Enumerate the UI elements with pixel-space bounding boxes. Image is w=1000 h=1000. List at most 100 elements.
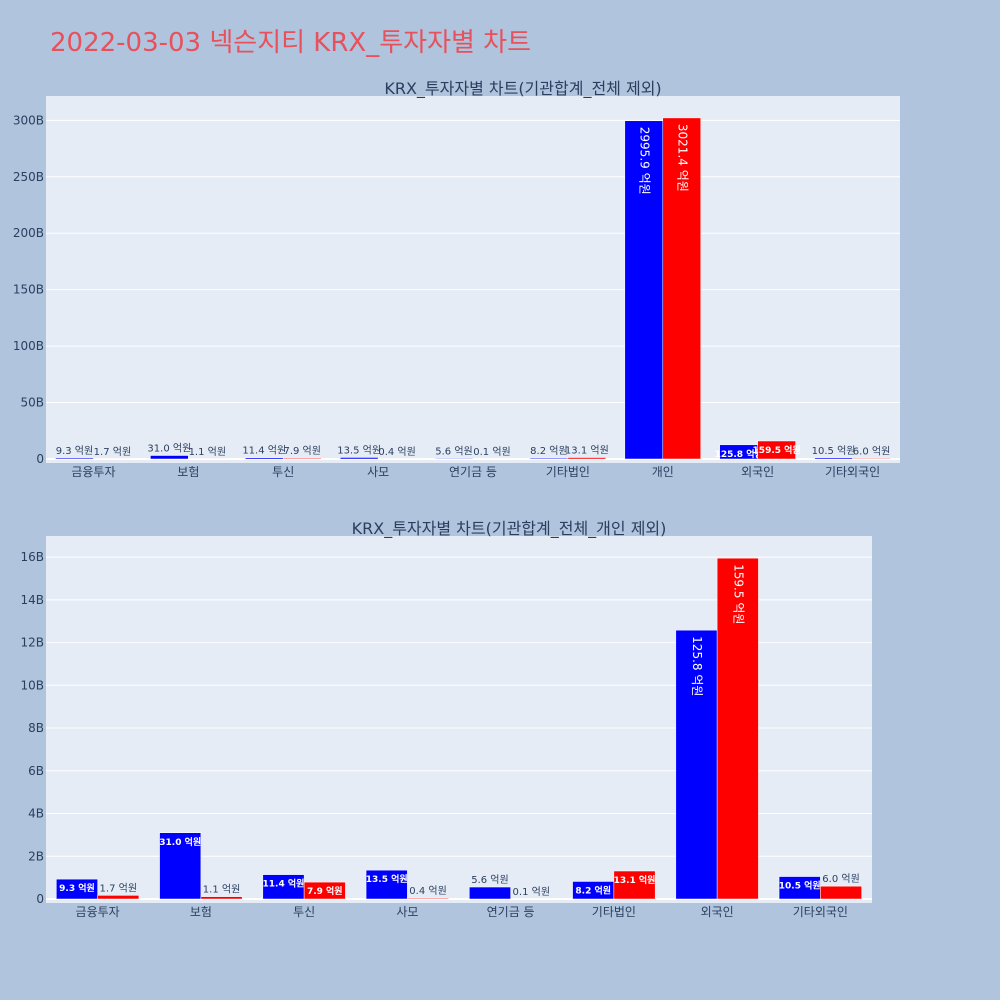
data-label: 5.6 억원: [471, 874, 508, 886]
data-label: 10.5 억원: [812, 445, 856, 457]
x-tick-label: 개인: [652, 465, 674, 479]
y-tick-label: 0: [36, 892, 44, 906]
bar: [159, 832, 202, 900]
data-label: 9.3 억원: [59, 882, 95, 894]
bar: [529, 457, 569, 460]
bar: [56, 878, 98, 900]
data-label: 0.4 억원: [409, 885, 446, 897]
bar: [245, 457, 284, 460]
x-tick-label: 투신: [272, 465, 294, 479]
data-label: 13.5 억원: [337, 444, 381, 456]
data-label: 1.7 억원: [94, 446, 131, 458]
x-tick-label: 기타외국인: [793, 905, 848, 919]
y-tick-label: 6B: [28, 764, 44, 778]
bar: [820, 885, 862, 900]
bar: [407, 897, 449, 900]
y-tick-label: 0: [36, 452, 44, 466]
data-label: 159.5 억원: [753, 444, 801, 456]
bar: [716, 557, 759, 900]
bar: [472, 458, 512, 460]
y-tick-label: 4B: [28, 807, 44, 821]
data-label: 6.0 억원: [853, 445, 890, 457]
bar: [93, 458, 132, 460]
bar: [200, 896, 243, 900]
data-label: 5.6 억원: [435, 445, 472, 457]
bar: [757, 440, 796, 460]
data-label: 3021.4 억원: [675, 124, 689, 192]
bar: [282, 457, 322, 460]
chart-title: KRX_투자자별 차트(기관합계_전체 제외): [384, 79, 661, 99]
y-tick-label: 8B: [28, 721, 44, 735]
bar: [365, 869, 408, 900]
x-tick-label: 금융투자: [76, 905, 120, 919]
bar: [469, 886, 511, 900]
chart-panel-1: 0 50B 100B 150B 200B 250B 300B KRX_투자자별 차트(기관합계…: [13, 79, 900, 479]
data-label: 11.4 억원: [242, 445, 286, 457]
bar: [613, 870, 656, 900]
bar: [510, 898, 553, 900]
page-title: 2022-03-03 넥슨지티 KRX_투자자별 차트: [50, 28, 532, 58]
data-label: 1.7 억원: [100, 882, 137, 894]
y-tick-label: 200B: [13, 226, 44, 240]
bar: [852, 458, 891, 460]
data-label: 9.3 억원: [56, 445, 93, 457]
data-label: 13.1 억원: [614, 874, 656, 886]
bar: [377, 458, 417, 460]
data-label: 31.0 억원: [147, 443, 191, 455]
data-label: 11.4 억원: [263, 878, 305, 890]
data-label: 8.2 억원: [575, 884, 611, 896]
x-tick-label: 보험: [190, 905, 212, 919]
bar: [339, 457, 379, 460]
y-tick-label: 10B: [20, 678, 44, 692]
x-tick-label: 외국인: [741, 465, 774, 479]
plot-area: [46, 96, 900, 463]
y-tick-label: 250B: [13, 170, 44, 184]
bar: [662, 117, 701, 460]
x-tick-label: 투신: [293, 905, 315, 919]
x-tick-label: 기타법인: [546, 465, 590, 479]
y-tick-label: 300B: [13, 113, 44, 127]
y-tick-label: 2B: [28, 849, 44, 863]
chart-panel-2: 0 2B 4B 6B 8B 10B 12B 14B 16B KRX_투자자별 차트(기관합계_전체…: [20, 519, 872, 919]
y-tick-label: 50B: [20, 396, 44, 410]
x-tick-label: 금융투자: [71, 465, 115, 479]
data-label: 1.1 억원: [189, 446, 226, 458]
data-label: 13.1 억원: [565, 445, 609, 457]
bar: [303, 881, 346, 900]
data-label: 31.0 억원: [159, 836, 201, 848]
bar: [814, 457, 853, 460]
y-tick-label: 16B: [20, 550, 44, 564]
data-label: 0.4 억원: [378, 446, 415, 458]
bar: [188, 458, 227, 460]
chart-title: KRX_투자자별 차트(기관합계_전체_개인 제외): [352, 519, 667, 539]
x-tick-label: 연기금 등: [449, 465, 497, 479]
data-label: 125.8 억원: [715, 448, 763, 460]
data-label: 1.1 억원: [203, 884, 240, 896]
x-tick-label: 연기금 등: [487, 905, 535, 919]
data-label: 0.1 억원: [513, 886, 550, 898]
data-label: 13.5 억원: [366, 873, 408, 885]
data-label: 159.5 억원: [731, 564, 745, 624]
data-label: 7.9 억원: [307, 885, 343, 897]
x-tick-label: 기타법인: [592, 905, 636, 919]
data-label: 7.9 억원: [283, 445, 320, 457]
bar: [55, 457, 94, 460]
x-tick-label: 외국인: [701, 905, 734, 919]
bar: [624, 120, 664, 460]
data-label: 8.2 억원: [530, 445, 567, 457]
data-label: 6.0 억원: [822, 873, 859, 885]
y-tick-label: 12B: [20, 636, 44, 650]
x-tick-label: 기타외국인: [825, 465, 880, 479]
data-label: 10.5 억원: [779, 880, 821, 892]
y-tick-label: 14B: [20, 593, 44, 607]
bar: [150, 455, 189, 460]
x-tick-label: 사모: [367, 465, 389, 479]
bar: [97, 895, 140, 900]
data-label: 2995.9 억원: [637, 127, 651, 195]
data-label: 0.1 억원: [473, 446, 510, 458]
y-tick-label: 150B: [13, 283, 44, 297]
bar: [567, 457, 607, 460]
bar: [262, 874, 305, 900]
bar: [434, 458, 474, 460]
